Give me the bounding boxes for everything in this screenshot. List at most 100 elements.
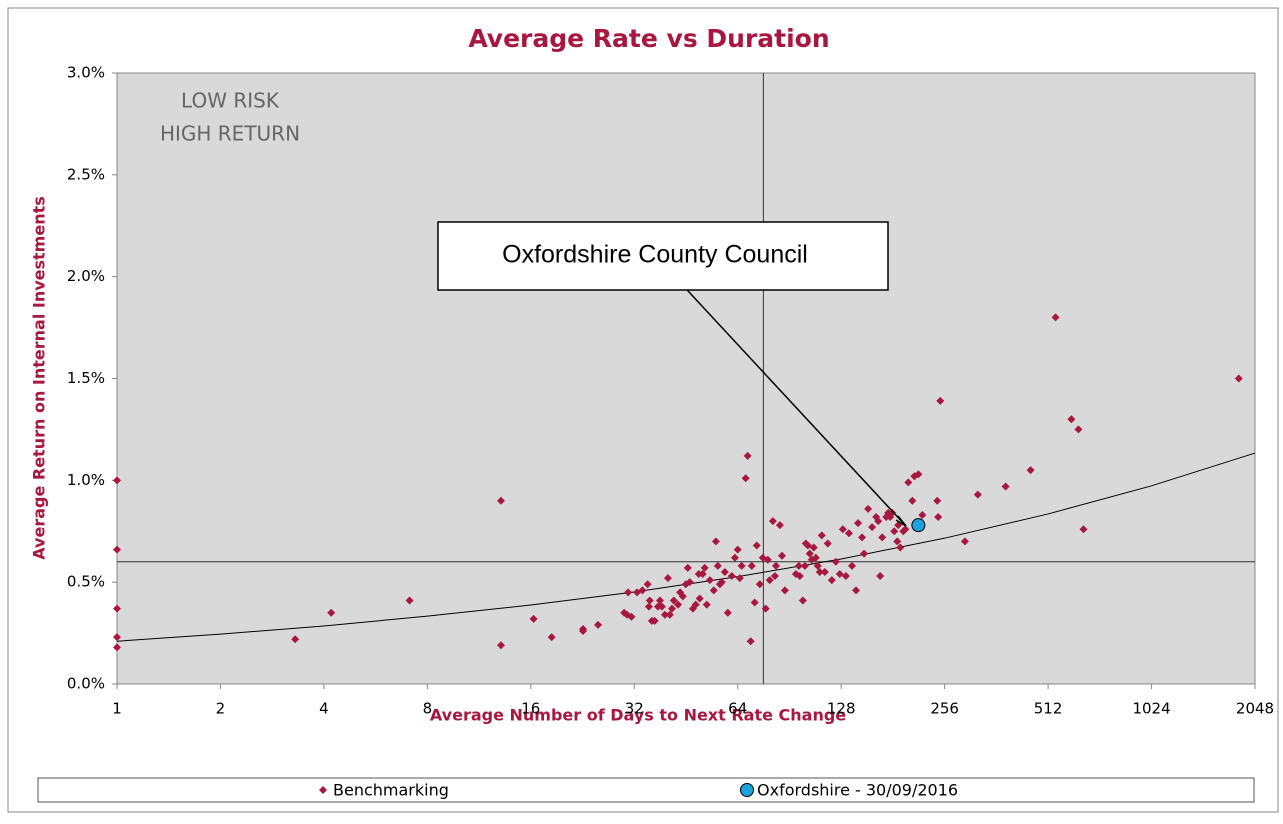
point — [805, 549, 814, 558]
callout-box — [437, 221, 889, 291]
point — [579, 627, 588, 636]
point — [838, 525, 847, 534]
point — [627, 612, 636, 621]
point — [291, 635, 300, 644]
point — [650, 616, 659, 625]
point — [667, 604, 676, 613]
point — [547, 633, 556, 642]
point — [860, 549, 869, 558]
point — [743, 451, 752, 460]
point — [624, 588, 633, 597]
callout-arrow — [675, 277, 907, 527]
y-tick-label: 2.0% — [67, 267, 105, 285]
point — [702, 600, 711, 609]
chart-title: Average Rate vs Duration — [468, 24, 829, 53]
point — [665, 610, 674, 619]
point — [755, 580, 764, 589]
point — [713, 561, 722, 570]
point — [529, 614, 538, 623]
x-tick-label: 64 — [728, 700, 747, 718]
point — [711, 537, 720, 546]
point — [698, 570, 707, 579]
x-tick-label: 512 — [1034, 700, 1063, 718]
point — [914, 470, 923, 479]
point — [780, 586, 789, 595]
point — [1067, 415, 1076, 424]
point — [771, 561, 780, 570]
point — [113, 643, 121, 652]
legend-box — [37, 777, 1255, 803]
point — [730, 553, 739, 562]
y-tick-label: 0.5% — [67, 573, 105, 591]
x-tick-label: 32 — [625, 700, 644, 718]
point — [1234, 374, 1243, 383]
point — [405, 596, 414, 605]
point — [594, 620, 603, 629]
quadrant-label: HIGH RETURN — [160, 122, 300, 146]
point — [695, 594, 704, 603]
x-tick-label: 8 — [423, 700, 433, 718]
point — [835, 570, 844, 579]
legend-label: Oxfordshire - 30/09/2016 — [757, 781, 958, 800]
point — [811, 553, 820, 562]
point — [496, 641, 505, 650]
point — [765, 576, 774, 585]
legend-marker — [319, 786, 327, 794]
y-tick-label: 1.0% — [67, 471, 105, 489]
point — [852, 586, 861, 595]
point — [750, 598, 759, 607]
x-tick-label: 16 — [521, 700, 540, 718]
point — [864, 504, 873, 513]
point — [1051, 313, 1060, 322]
point — [813, 561, 822, 570]
point — [893, 537, 902, 546]
point — [934, 512, 943, 521]
x-axis-label: Average Number of Days to Next Rate Chan… — [430, 706, 846, 725]
point — [1074, 425, 1083, 434]
point — [752, 541, 761, 550]
point — [1026, 466, 1035, 475]
point — [674, 600, 683, 609]
point — [827, 576, 836, 585]
point — [933, 496, 942, 505]
x-tick-label: 256 — [930, 700, 959, 718]
point — [809, 543, 818, 552]
point — [831, 557, 840, 566]
plot-area — [116, 72, 1256, 685]
legend-label: Benchmarking — [333, 781, 449, 800]
point — [874, 517, 883, 526]
point — [858, 533, 867, 542]
point — [700, 563, 709, 572]
point — [908, 496, 917, 505]
y-tick-label: 0.0% — [67, 675, 105, 693]
point — [709, 586, 718, 595]
point — [868, 523, 877, 532]
point — [327, 608, 336, 617]
y-tick-label: 3.0% — [67, 64, 105, 82]
point — [878, 533, 887, 542]
callout-arrowhead — [895, 515, 907, 527]
point — [841, 572, 850, 581]
legend-marker — [740, 783, 754, 797]
x-tick-label: 2048 — [1236, 700, 1274, 718]
point — [761, 604, 770, 613]
point — [770, 572, 779, 581]
point — [723, 608, 732, 617]
quadrant-label: LOW RISK — [181, 89, 280, 113]
point — [795, 572, 804, 581]
point — [854, 519, 863, 528]
point — [113, 604, 121, 613]
point — [844, 529, 853, 538]
point — [896, 543, 905, 552]
point — [727, 572, 736, 581]
point — [691, 600, 700, 609]
point — [918, 510, 927, 519]
y-axis-label: Average Return on Internal Investments — [30, 196, 49, 560]
point — [775, 521, 784, 530]
x-tick-label: 2 — [216, 700, 226, 718]
point — [113, 476, 121, 485]
point — [890, 527, 899, 536]
point — [888, 508, 897, 517]
point — [638, 586, 647, 595]
point — [660, 610, 669, 619]
